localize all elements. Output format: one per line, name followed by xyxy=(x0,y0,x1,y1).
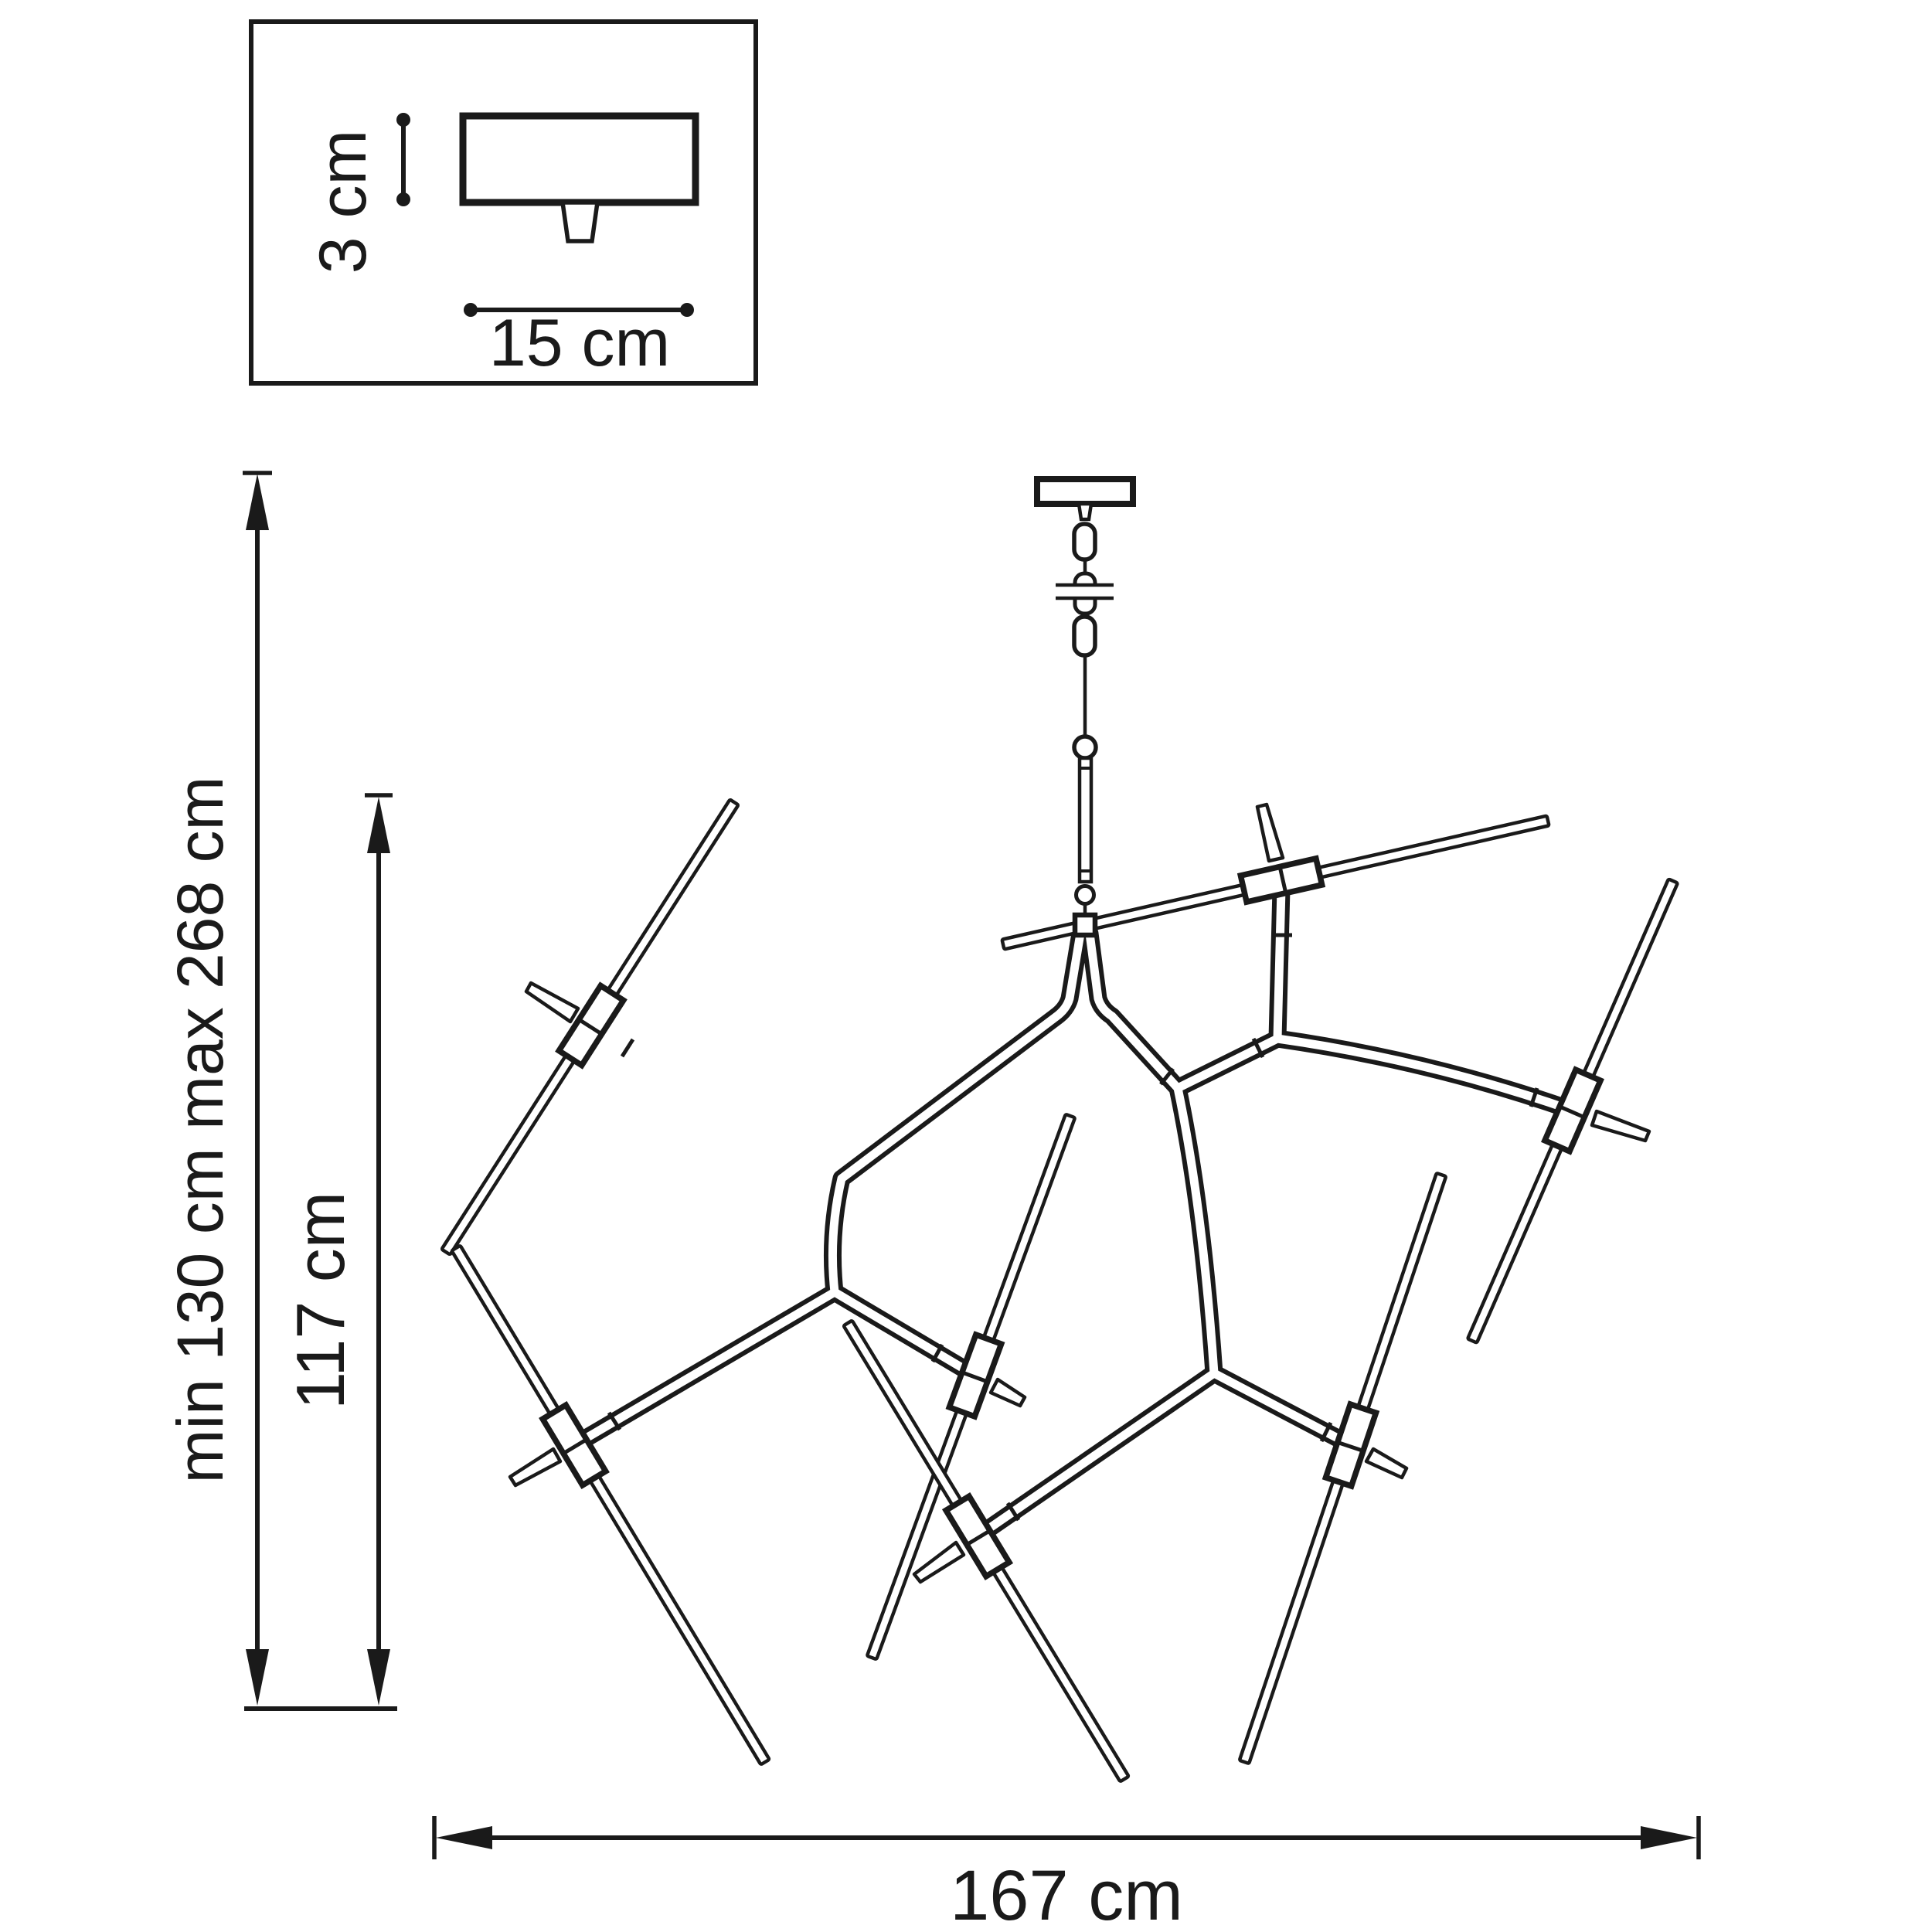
suspension-rod xyxy=(1077,756,1094,884)
arm-tip-3 xyxy=(1590,1109,1651,1143)
tube-holder-7 xyxy=(1321,1400,1380,1490)
suspension-assembly xyxy=(1034,476,1136,938)
central-hub xyxy=(1072,912,1098,938)
arrow-up-icon xyxy=(246,474,269,530)
chain-link xyxy=(1072,614,1097,658)
joint-seam xyxy=(1251,1037,1265,1059)
canopy-connector xyxy=(1077,502,1094,522)
canopy-stem-tab xyxy=(560,200,600,243)
tube-holder-4 xyxy=(539,1400,610,1490)
chandelier-drawing xyxy=(440,476,1679,1783)
arm-tip-7 xyxy=(1364,1447,1409,1480)
branch-arms-core xyxy=(570,884,1577,1541)
canopy-width-dimension: 15 cm xyxy=(464,303,694,380)
arm-tips xyxy=(508,802,1651,1584)
dimension-dot xyxy=(396,192,410,206)
joint-seam xyxy=(1529,1087,1539,1107)
arm-tip-4 xyxy=(508,1447,563,1488)
tube-holder-6 xyxy=(941,1492,1014,1580)
canopy-height-dimension: 3 cm xyxy=(306,113,410,274)
chain-break-gap xyxy=(1049,586,1121,597)
arm-tip-6 xyxy=(912,1540,966,1584)
tube-holder-2 xyxy=(1236,855,1326,906)
arrow-up-icon xyxy=(367,797,390,853)
arrow-down-icon xyxy=(367,1649,390,1706)
canopy-height-label: 3 cm xyxy=(306,130,380,274)
ceiling-canopy xyxy=(1034,476,1136,507)
branch-arms xyxy=(565,879,1582,1546)
width-dimension: 167 cm xyxy=(432,1816,1701,1932)
joint-seam xyxy=(620,1038,635,1058)
dimension-dot xyxy=(396,113,410,127)
hook-link xyxy=(1074,884,1096,906)
joint-seam xyxy=(1319,1421,1333,1443)
dimension-dot xyxy=(680,303,694,317)
chain-link xyxy=(1072,522,1097,562)
joint-seam xyxy=(607,1411,622,1431)
tube-holder-3 xyxy=(1541,1066,1604,1155)
detail-box-border xyxy=(249,19,758,386)
total-height-label: min 130 cm max 268 cm xyxy=(164,777,236,1484)
arm-tip-2 xyxy=(1255,802,1285,863)
joint-seam xyxy=(1005,1502,1021,1522)
total-height-dimension: min 130 cm max 268 cm xyxy=(164,471,272,1706)
body-height-label: 117 cm xyxy=(282,1192,359,1410)
arrow-down-icon xyxy=(246,1649,269,1706)
light-tubes xyxy=(440,798,1679,1783)
tube-holder-5 xyxy=(945,1331,1005,1420)
arm-tip-1 xyxy=(524,981,580,1024)
arrow-left-icon xyxy=(436,1826,492,1849)
tube-holder-1 xyxy=(555,981,628,1070)
dimension-dot xyxy=(464,303,478,317)
body-height-dimension: 117 cm xyxy=(282,793,393,1706)
dimension-annotations: min 130 cm max 268 cm 117 cm 167 cm xyxy=(164,471,1701,1932)
canopy-detail-box: 3 cm 15 cm xyxy=(249,19,758,386)
joint-seams xyxy=(607,933,1539,1522)
arrow-right-icon xyxy=(1641,1826,1697,1849)
canopy-width-label: 15 cm xyxy=(489,306,670,380)
arm-tip-5 xyxy=(988,1377,1027,1408)
light-tube-4 xyxy=(450,1244,771,1766)
tube-holders xyxy=(539,855,1604,1580)
width-label: 167 cm xyxy=(950,1856,1183,1932)
suspension-ring xyxy=(1072,734,1098,760)
joint-seam xyxy=(1159,1067,1175,1086)
joint-seam xyxy=(930,1343,944,1363)
canopy-plate xyxy=(459,112,699,206)
